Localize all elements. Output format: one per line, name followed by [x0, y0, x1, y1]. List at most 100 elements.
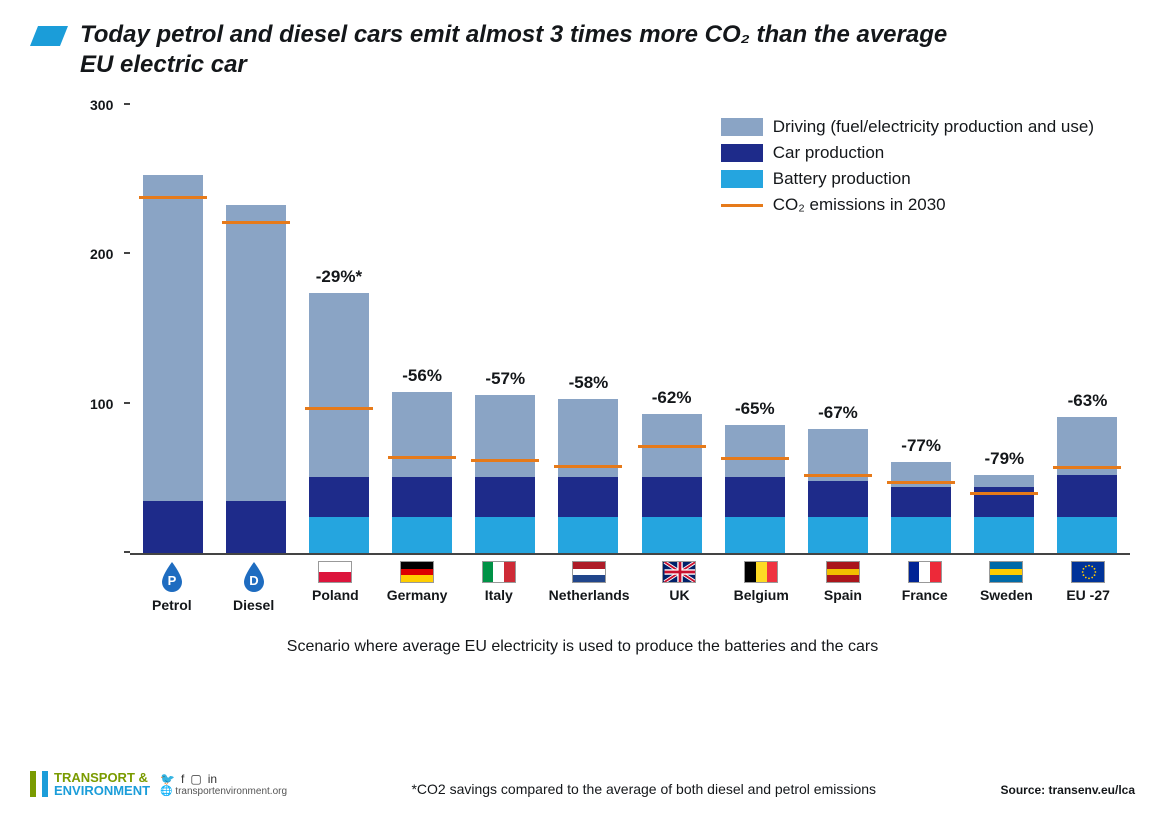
flag-be-icon: [744, 561, 778, 583]
bar-diesel: [223, 105, 288, 553]
segment-battery: [642, 517, 702, 553]
xlabel-germany: Germany: [385, 555, 449, 650]
flag-se-icon: [989, 561, 1023, 583]
segment-driving: [475, 395, 535, 477]
bar-top-label: -58%: [569, 373, 609, 393]
co2-2030-marker: [388, 456, 456, 459]
co2-2030-marker: [305, 407, 373, 410]
legend-label: Battery production: [773, 169, 911, 189]
legend-label: CO₂ emissions in 2030: [773, 195, 946, 215]
legend-swatch-icon: [721, 118, 763, 136]
segment-battery: [475, 517, 535, 553]
segment-battery: [309, 517, 369, 553]
bar-stack: -62%: [642, 414, 702, 553]
segment-driving: [226, 205, 286, 501]
xlabel-text: Netherlands: [549, 587, 630, 603]
segment-battery: [974, 517, 1034, 553]
xlabel-italy: Italy: [467, 555, 531, 650]
segment-car: [558, 477, 618, 517]
segment-car: [725, 477, 785, 517]
social-handle: 🌐 transportenvironment.org: [160, 786, 287, 797]
co2-2030-marker: [139, 196, 207, 199]
xlabel-netherlands: Netherlands: [549, 555, 630, 650]
segment-car: [642, 477, 702, 517]
bar-top-label: -79%: [984, 449, 1024, 469]
bar-stack: [226, 205, 286, 553]
legend-line-icon: [721, 204, 763, 207]
legend-item: Battery production: [721, 169, 1094, 189]
flag-es-icon: [826, 561, 860, 583]
bar-germany: -56%: [390, 105, 455, 553]
x-axis: PPetrolDDieselPolandGermanyItalyNetherla…: [130, 555, 1130, 650]
xlabel-spain: Spain: [811, 555, 875, 650]
linkedin-icon: in: [208, 772, 217, 786]
xlabel-text: Sweden: [980, 587, 1033, 603]
bar-italy: -57%: [473, 105, 538, 553]
fuel-drop-icon: D: [241, 561, 267, 593]
segment-driving: [392, 392, 452, 477]
flag-de-icon: [400, 561, 434, 583]
chart-area: Life cycle emissions in gCO₂ eq/km -29%*…: [100, 90, 1140, 650]
legend-item: Car production: [721, 143, 1094, 163]
xlabel-sweden: Sweden: [975, 555, 1039, 650]
co2-2030-marker: [222, 221, 290, 224]
legend-item: CO₂ emissions in 2030: [721, 195, 1094, 215]
y-tick-mark: [124, 252, 130, 254]
bar-stack: [143, 175, 203, 553]
segment-car: [891, 487, 951, 517]
segment-driving: [725, 425, 785, 477]
legend: Driving (fuel/electricity production and…: [715, 113, 1100, 219]
co2-2030-marker: [554, 465, 622, 468]
instagram-icon: ▢: [190, 772, 201, 786]
x-axis-caption: Scenario where average EU electricity is…: [0, 638, 1165, 656]
plot-region: -29%*-56%-57%-58%-62%-65%-67%-77%-79%-63…: [130, 105, 1130, 555]
bar-poland: -29%*: [306, 105, 371, 553]
bar-stack: -79%: [974, 475, 1034, 553]
bar-top-label: -57%: [485, 369, 525, 389]
co2-2030-marker: [721, 457, 789, 460]
segment-car: [392, 477, 452, 517]
segment-driving: [309, 293, 369, 477]
y-tick-label: 200: [90, 246, 113, 262]
bar-top-label: -77%: [901, 436, 941, 456]
bar-stack: -77%: [891, 462, 951, 553]
te-logo-icon: TRANSPORT & ENVIRONMENT: [30, 771, 150, 797]
xlabel-uk: UK: [648, 555, 712, 650]
chart-title: Today petrol and diesel cars emit almost…: [80, 20, 980, 80]
title-accent-icon: [30, 26, 68, 46]
y-tick-label: 300: [90, 97, 113, 113]
segment-battery: [558, 517, 618, 553]
segment-battery: [808, 517, 868, 553]
segment-driving: [974, 475, 1034, 487]
xlabel-text: France: [902, 587, 948, 603]
legend-swatch-icon: [721, 170, 763, 188]
xlabel-text: Germany: [387, 587, 448, 603]
xlabel-text: Belgium: [734, 587, 789, 603]
segment-battery: [1057, 517, 1117, 553]
flag-pl-icon: [318, 561, 352, 583]
y-tick-label: 100: [90, 396, 113, 412]
footnote: *CO2 savings compared to the average of …: [299, 781, 988, 797]
bar-stack: -65%: [725, 425, 785, 553]
logo-block: TRANSPORT & ENVIRONMENT 🐦 f ▢ in 🌐 trans…: [30, 771, 287, 797]
bar-top-label: -63%: [1068, 391, 1108, 411]
flag-eu-icon: [1071, 561, 1105, 583]
xlabel-text: Petrol: [152, 597, 192, 613]
xlabel-petrol: PPetrol: [140, 555, 204, 650]
bar-petrol: [140, 105, 205, 553]
flag-uk-icon: [662, 561, 696, 583]
source-text: Source: transenv.eu/lca: [1001, 783, 1136, 797]
y-tick-mark: [124, 551, 130, 553]
segment-car: [226, 501, 286, 553]
xlabel-text: Poland: [312, 587, 359, 603]
legend-item: Driving (fuel/electricity production and…: [721, 117, 1094, 137]
y-tick-mark: [124, 402, 130, 404]
bar-uk: -62%: [639, 105, 704, 553]
xlabel-eu27: EU -27: [1056, 555, 1120, 650]
facebook-icon: f: [181, 772, 184, 786]
xlabel-poland: Poland: [303, 555, 367, 650]
bar-stack: -63%: [1057, 417, 1117, 553]
bar-top-label: -65%: [735, 399, 775, 419]
flag-fr-icon: [908, 561, 942, 583]
co2-2030-marker: [1053, 466, 1121, 469]
